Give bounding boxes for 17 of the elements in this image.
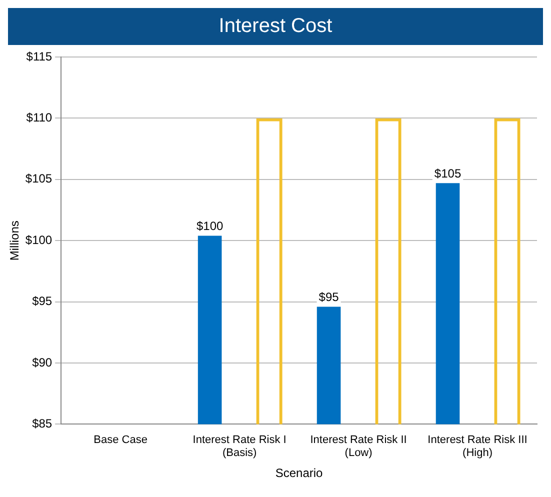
- data-label: $105: [434, 166, 462, 180]
- y-tick-label: $110: [26, 110, 52, 125]
- x-tick-label: Base Case: [94, 434, 148, 446]
- x-axis-title: Scenario: [275, 466, 324, 480]
- y-axis-title: Millions: [8, 220, 22, 261]
- x-tick-label: Interest Rate Risk I (Basis): [192, 434, 286, 460]
- chart-title: Interest Cost: [8, 8, 543, 45]
- y-tick-label: $105: [25, 172, 52, 186]
- x-tick-label: Interest Rate Risk II (Low): [310, 434, 407, 460]
- data-label: $100: [196, 219, 224, 234]
- y-tick-label: $100: [25, 232, 52, 247]
- y-tick-label: $115: [26, 49, 52, 64]
- y-tick-label: $90: [32, 355, 52, 370]
- data-label: $95: [318, 290, 340, 304]
- x-tick-label: Interest Rate Risk III (High): [428, 434, 528, 460]
- y-tick-label: $85: [32, 416, 52, 431]
- y-tick-label: $95: [32, 294, 52, 308]
